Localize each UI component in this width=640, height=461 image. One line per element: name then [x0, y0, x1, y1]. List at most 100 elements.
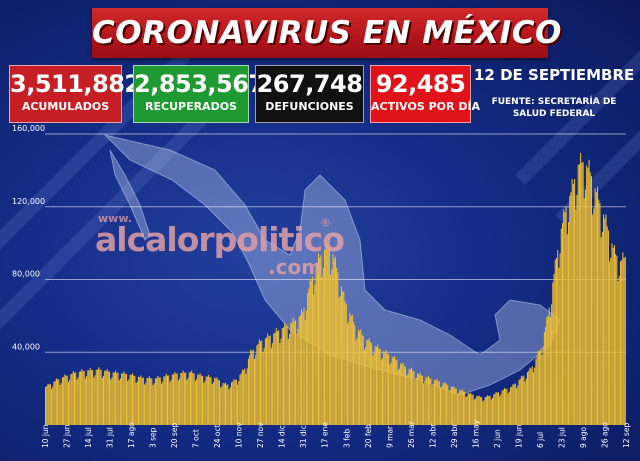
chart-bar — [452, 387, 454, 425]
chart-bar — [175, 373, 177, 425]
chart-bar — [133, 375, 135, 425]
chart-bar — [594, 188, 596, 425]
chart-bar — [563, 209, 565, 425]
chart-bar — [401, 364, 403, 425]
chart-bar — [228, 389, 230, 425]
chart-bar — [173, 374, 175, 425]
chart-bar — [499, 396, 501, 425]
chart-bar — [588, 159, 590, 425]
stat-defunciones-label: DEFUNCIONES — [265, 100, 354, 113]
chart-bar — [444, 382, 446, 425]
chart-bar — [351, 314, 353, 425]
x-tick-label: 12 abr — [428, 423, 437, 448]
chart-bar — [462, 391, 464, 425]
chart-bar — [113, 372, 115, 425]
chart-bar — [475, 398, 477, 425]
chart-bar — [119, 378, 121, 425]
chart-bar — [487, 395, 489, 425]
chart-bar — [561, 223, 564, 425]
chart-bar — [99, 369, 101, 425]
chart-bar — [53, 381, 55, 425]
chart-bar — [433, 379, 435, 425]
chart-bar — [273, 333, 275, 425]
chart-bar — [128, 379, 130, 425]
chart-bar — [139, 377, 141, 425]
chart-bar — [408, 368, 410, 425]
chart-bar — [363, 349, 365, 425]
chart-bar — [195, 379, 198, 425]
x-tick-label: 12 sep — [622, 423, 631, 448]
chart-bar — [101, 377, 103, 425]
chart-bar — [220, 387, 222, 425]
chart-bar — [603, 214, 605, 425]
chart-bar — [599, 203, 601, 425]
x-tick-label: 3 feb — [342, 429, 351, 448]
chart-bar — [135, 383, 137, 425]
chart-bar — [511, 386, 513, 425]
chart-bar — [619, 261, 621, 425]
chart-bar — [437, 380, 439, 425]
chart-bar — [54, 380, 56, 425]
chart-bar — [61, 377, 63, 425]
chart-bar — [169, 382, 171, 425]
chart-bar — [75, 372, 77, 425]
chart-bar — [397, 370, 399, 425]
chart-bar — [380, 360, 382, 425]
x-tick-label: 17 ago — [127, 422, 136, 448]
stat-recuperados-label: RECUPERADOS — [145, 100, 237, 113]
chart-bar — [304, 319, 306, 425]
chart-bar — [163, 376, 165, 425]
chart-bar — [386, 353, 388, 425]
chart-bar — [198, 374, 200, 425]
chart-bar — [377, 344, 379, 425]
chart-bar — [506, 388, 508, 426]
chart-bar — [548, 307, 550, 425]
chart-bar — [420, 375, 422, 425]
chart-bar — [346, 323, 349, 425]
chart-bar — [455, 388, 457, 426]
chart-bar — [141, 377, 143, 425]
chart-bar — [278, 330, 280, 425]
chart-bar — [118, 380, 120, 425]
chart-bar — [157, 375, 159, 425]
chart-bar — [348, 321, 350, 425]
chart-bar — [246, 368, 248, 425]
chart-bar — [523, 375, 525, 425]
chart-bar — [282, 327, 284, 425]
chart-bar — [424, 381, 426, 425]
chart-bar — [592, 214, 594, 425]
x-tick-label: 17 ene — [321, 422, 330, 448]
chart-bar — [583, 198, 585, 425]
chart-bar — [174, 371, 176, 425]
chart-bar — [47, 383, 49, 425]
chart-bar — [481, 397, 483, 425]
chart-bar — [308, 288, 310, 425]
chart-bar — [604, 218, 606, 425]
chart-bar — [83, 370, 85, 425]
chart-bar — [359, 331, 361, 425]
chart-bar — [611, 243, 613, 425]
chart-bar — [529, 367, 531, 425]
chart-bar — [555, 258, 557, 425]
chart-bar — [450, 386, 452, 425]
chart-bar — [240, 373, 242, 425]
chart-bar — [427, 375, 429, 425]
chart-bar — [559, 253, 561, 425]
chart-bar — [327, 246, 329, 425]
chart-bar — [59, 385, 61, 425]
chart-bar — [55, 378, 57, 425]
y-tick-label: 40,000 — [12, 342, 40, 351]
chart-bar — [129, 374, 131, 425]
chart-bar — [439, 387, 442, 425]
chart-bar — [441, 386, 443, 425]
chart-bar — [144, 384, 146, 425]
chart-bar — [349, 313, 351, 425]
chart-bar — [542, 346, 544, 425]
chart-bar — [482, 401, 484, 425]
watermark-com: .com — [268, 255, 323, 279]
chart-bar — [502, 389, 504, 425]
x-tick-label: 31 dic — [299, 425, 308, 448]
chart-bar — [536, 356, 538, 425]
stat-recuperados-value: 2,853,567 — [134, 70, 265, 98]
x-tick-label: 2 jun — [493, 429, 502, 448]
